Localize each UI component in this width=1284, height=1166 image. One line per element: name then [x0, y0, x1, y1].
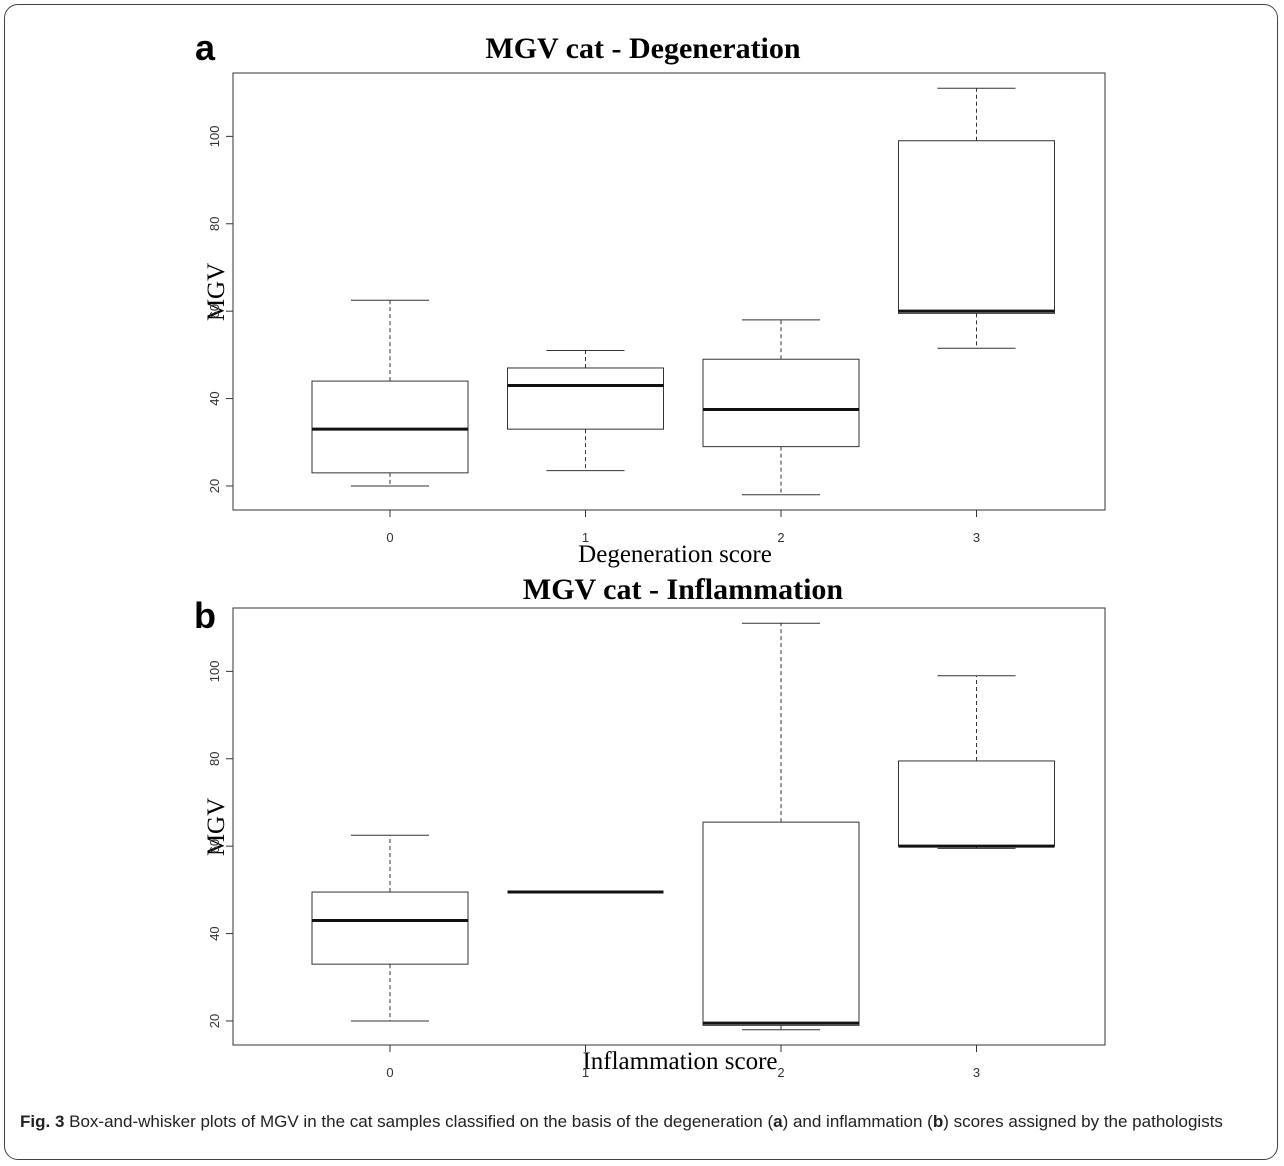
panel-b-y-tick-label: 80 [207, 752, 222, 766]
panel-a-y-tick-label: 20 [207, 479, 222, 493]
panel-b-y-tick-label: 60 [207, 839, 222, 853]
panel-b-letter: b [194, 595, 216, 636]
caption-ref-a: a [773, 1112, 783, 1131]
panel-a-title: MGV cat - Degeneration [485, 32, 801, 65]
panel-b-box [702, 821, 860, 1026]
panel-a-x-axis-label: Degeneration score [578, 541, 772, 568]
panel-a-y-tick-label: 40 [207, 391, 222, 405]
panel-b-x-axis-label: Inflammation score [582, 1048, 777, 1075]
panel-b-y-tick-label: 20 [207, 1014, 222, 1028]
caption-text-1: Box-and-whisker plots of MGV in the cat … [64, 1112, 774, 1131]
panel-b-x-tick-label: 2 [777, 1065, 784, 1080]
caption-ref-b: b [932, 1112, 944, 1131]
panel-a-y-axis-label: MGV [203, 263, 230, 321]
panel-b-x-tick-label: 0 [386, 1065, 393, 1080]
panel-b-box [898, 760, 1055, 847]
panel-a-y-tick-label: 80 [207, 217, 222, 231]
panel-a-x-tick-label: 0 [386, 530, 393, 545]
caption-text-2: ) and inflammation ( [782, 1112, 933, 1131]
caption-label: Fig. 3 [20, 1112, 65, 1131]
caption-text-3: ) scores assigned by the pathologists [943, 1112, 1223, 1131]
panel-b-y-tick-label: 100 [207, 661, 222, 683]
panel-b-y-tick-label: 40 [207, 926, 222, 940]
figure-frame [4, 4, 1278, 1160]
panel-b-title: MGV cat - Inflammation [523, 573, 844, 606]
panel-a-plot-frame [232, 72, 1106, 511]
panel-b-box [311, 891, 469, 965]
panel-a-y-tick-label: 100 [207, 126, 222, 148]
panel-a-box [507, 367, 664, 430]
panel-a-y-tick-label: 60 [207, 304, 222, 318]
panel-b-x-tick-label: 3 [973, 1065, 980, 1080]
figure-caption: Fig. 3 Box-and-whisker plots of MGV in t… [20, 1110, 1265, 1133]
panel-a-box [898, 140, 1055, 314]
panel-a-x-tick-label: 1 [582, 530, 589, 545]
panel-b-y-axis-label: MGV [203, 798, 230, 856]
panel-a-letter: a [195, 27, 216, 68]
panel-a-x-tick-label: 3 [973, 530, 980, 545]
panel-a-box [702, 358, 860, 448]
panel-b-plot-frame [232, 607, 1106, 1046]
panel-a-box [311, 380, 469, 474]
panel-b-x-tick-label: 1 [582, 1065, 589, 1080]
panel-a-x-tick-label: 2 [777, 530, 784, 545]
